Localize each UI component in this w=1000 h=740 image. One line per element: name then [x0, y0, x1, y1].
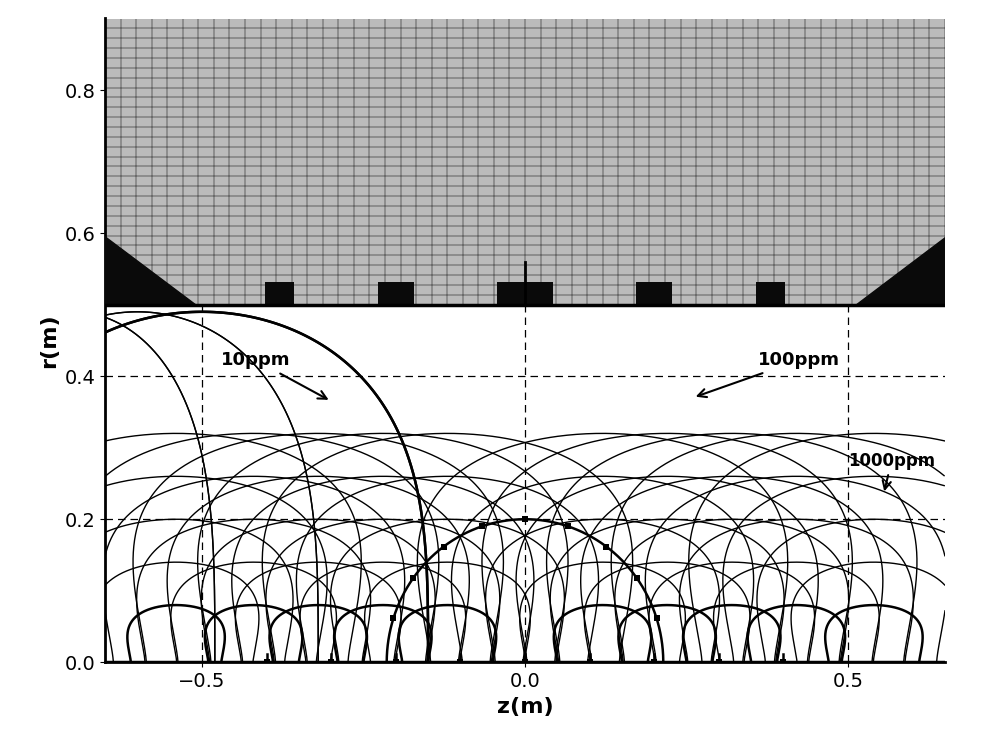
- Bar: [497, 282, 553, 305]
- Bar: [265, 282, 294, 305]
- Y-axis label: r(m): r(m): [39, 313, 59, 368]
- Text: 10ppm: 10ppm: [221, 352, 327, 399]
- Bar: [105, 18, 945, 305]
- Text: 1000ppm: 1000ppm: [848, 451, 935, 489]
- Bar: [636, 282, 672, 305]
- Polygon shape: [855, 237, 945, 305]
- X-axis label: z(m): z(m): [497, 696, 553, 716]
- Bar: [378, 282, 414, 305]
- Text: 100ppm: 100ppm: [698, 352, 840, 397]
- Polygon shape: [105, 237, 195, 305]
- Bar: [756, 282, 785, 305]
